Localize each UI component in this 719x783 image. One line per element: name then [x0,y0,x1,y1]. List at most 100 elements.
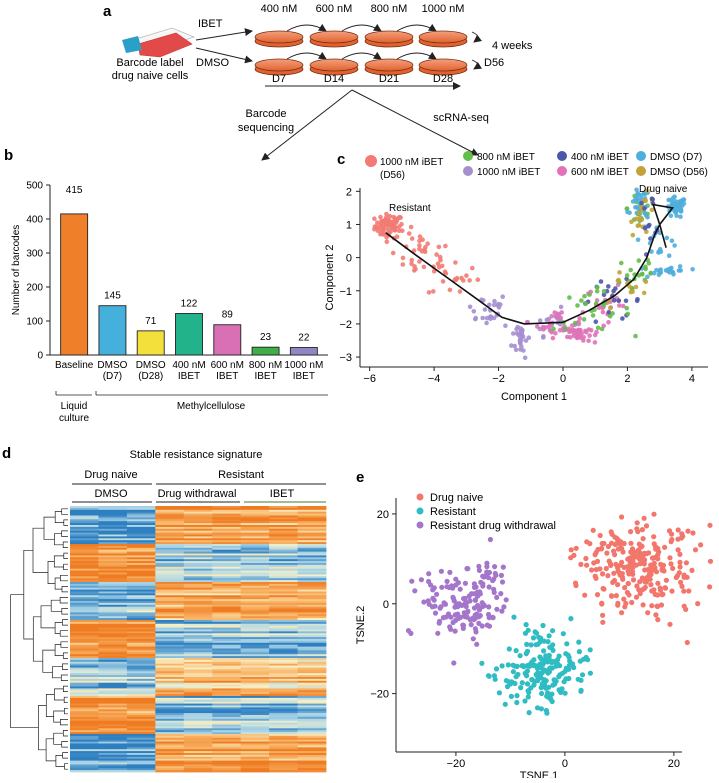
data-point [512,343,517,349]
data-point [634,187,639,193]
dendrogram-branch [61,608,68,615]
heatmap-cell [155,656,185,659]
heatmap-cell [183,639,213,642]
data-point [492,564,498,570]
heatmap-cell [212,667,242,670]
heatmap-cell [297,758,327,761]
data-point [425,241,431,246]
heatmap-cell [269,614,298,617]
heatmap-cell [183,743,213,746]
heatmap-cell [297,694,327,697]
heatmap-cell [297,530,327,533]
heatmap-cell [240,597,270,600]
heatmap-cell [269,730,298,733]
heatmap-cell [183,732,213,735]
heatmap-cell [212,703,242,706]
heatmap-cell [269,593,298,596]
heatmap-cell [155,671,185,674]
data-point [543,653,549,659]
heatmap-cell [183,709,213,712]
data-point [590,527,596,533]
data-point [426,571,432,577]
heatmap-cell [126,718,156,722]
heatmap-cell [269,517,298,520]
category-label: 400 nM [172,360,205,371]
heatmap-cell [98,722,128,725]
data-point [412,588,418,594]
heatmap-cell [269,559,298,562]
loop-arrow-ibet [471,31,482,43]
heatmap-cell [98,507,128,511]
heatmap-cell [269,734,298,737]
heatmap-cell [212,583,242,587]
heatmap-cell [269,566,298,570]
heatmap-cell [297,633,327,636]
heatmap-cell [155,707,185,710]
data-point [471,581,477,587]
data-point [628,267,633,273]
data-point [533,672,539,678]
heatmap-cell [212,515,242,518]
heatmap-cell [155,724,185,727]
heatmap-cell [126,711,156,714]
heatmap-cell [126,707,156,710]
data-point [498,572,504,579]
heatmap-cell [70,506,99,509]
heatmap-cell [126,534,156,537]
heatmap-cell [297,737,327,741]
data-point [546,633,552,639]
heatmap-cell [297,637,327,640]
heatmap-cell [155,648,185,651]
heatmap-cell [98,553,128,556]
group-left-line2: culture [59,413,89,424]
heatmap-cell [212,648,242,651]
heatmap-cell [212,578,242,581]
heatmap-cell [183,694,213,697]
heatmap-cell [126,758,156,761]
heatmap-cell [212,532,242,535]
heatmap-cell [155,770,185,773]
heatmap-cell [98,540,128,543]
data-point [628,540,634,546]
heatmap-cell [98,564,128,568]
heatmap-cell [183,703,213,706]
y-tick-label: 400 [26,215,43,226]
heatmap-cell [183,659,213,663]
heatmap-cell [70,623,99,627]
heatmap-cell [240,667,270,670]
heatmap-cell [155,686,185,689]
heatmap-cell [240,629,270,632]
heatmap-cell [155,591,185,594]
heatmap-cell [240,618,270,621]
heatmap-cell [183,545,213,549]
heatmap-cell [297,635,327,638]
heatmap-cell [70,545,99,549]
data-point [438,568,444,574]
heatmap-cell [183,507,213,511]
data-point [653,544,659,550]
heatmap-cell [240,658,270,661]
y-tick-label: 2 [346,186,352,198]
data-point [608,562,614,569]
heatmap-cell [70,597,99,600]
data-point [485,673,492,679]
heatmap-cell [183,684,213,687]
heatmap-cell [126,671,156,674]
heatmap-cell [98,523,128,526]
concentration-label: 600 nM [316,3,353,15]
heatmap-cell [183,572,213,575]
heatmap-cell [269,680,298,684]
heatmap-cell [70,612,99,615]
heatmap-cell [126,696,156,699]
legend-label: DMSO (D7) [650,152,702,163]
heatmap-cell [297,568,327,571]
heatmap-cell [212,682,242,685]
heatmap-cell [240,754,270,758]
legend-label: 1000 nM iBET [380,157,443,168]
heatmap-cell [70,665,99,668]
heatmap-cell [126,540,156,543]
heatmap-cell [70,587,99,590]
heatmap-cell [98,580,128,583]
